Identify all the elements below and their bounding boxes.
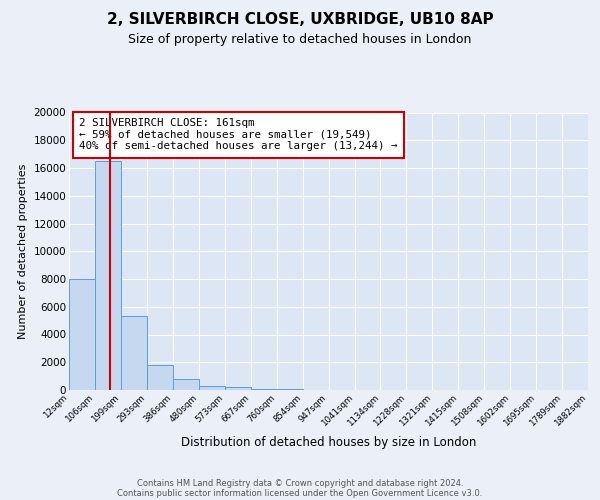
Bar	[95, 161, 121, 390]
Text: Contains public sector information licensed under the Open Government Licence v3: Contains public sector information licen…	[118, 488, 482, 498]
Bar	[251, 388, 277, 390]
Bar	[121, 316, 147, 390]
Bar	[199, 386, 224, 390]
X-axis label: Distribution of detached houses by size in London: Distribution of detached houses by size …	[181, 436, 476, 449]
Text: 2, SILVERBIRCH CLOSE, UXBRIDGE, UB10 8AP: 2, SILVERBIRCH CLOSE, UXBRIDGE, UB10 8AP	[107, 12, 493, 28]
Text: 2 SILVERBIRCH CLOSE: 161sqm
← 59% of detached houses are smaller (19,549)
40% of: 2 SILVERBIRCH CLOSE: 161sqm ← 59% of det…	[79, 118, 398, 151]
Bar	[173, 379, 199, 390]
Text: Contains HM Land Registry data © Crown copyright and database right 2024.: Contains HM Land Registry data © Crown c…	[137, 478, 463, 488]
Bar	[147, 365, 173, 390]
Bar	[224, 387, 251, 390]
Bar	[277, 388, 302, 390]
Bar	[69, 279, 95, 390]
Y-axis label: Number of detached properties: Number of detached properties	[18, 164, 28, 339]
Text: Size of property relative to detached houses in London: Size of property relative to detached ho…	[128, 32, 472, 46]
